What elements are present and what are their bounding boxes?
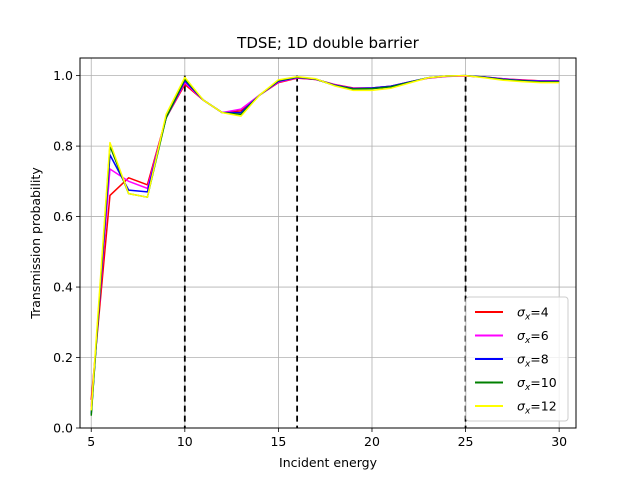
y-tick-label: 0.0 [53, 421, 73, 436]
x-tick-label: 15 [270, 434, 286, 449]
y-tick-label: 0.2 [53, 350, 73, 365]
y-tick-label: 0.6 [53, 209, 73, 224]
legend: σx=4 σx=6 σx=8 σx=10 σx=12 [465, 296, 569, 422]
legend-label: σx=6 [517, 328, 549, 346]
x-tick-label: 20 [364, 434, 380, 449]
legend-label: σx=8 [517, 352, 549, 370]
y-axis: 0.0 0.2 0.4 0.6 0.8 1.0 [53, 68, 80, 436]
legend-label: σx=10 [517, 375, 557, 393]
x-tick-label: 10 [177, 434, 193, 449]
x-tick-label: 5 [87, 434, 95, 449]
y-axis-title: Transmission probability [28, 167, 43, 320]
y-tick-label: 1.0 [53, 68, 73, 83]
plot-frame [79, 57, 577, 429]
x-tick-label: 30 [551, 434, 567, 449]
x-tick-label: 25 [458, 434, 474, 449]
x-axis: 5 10 15 20 25 30 [87, 428, 567, 449]
y-tick-label: 0.8 [53, 139, 73, 154]
vertical-markers [183, 75, 467, 428]
legend-box [465, 296, 569, 422]
series-line-4 [90, 74, 560, 411]
series-lines [90, 74, 560, 416]
legend-label: σx=12 [517, 399, 557, 417]
chart-title: TDSE; 1D double barrier [236, 34, 419, 52]
y-tick-label: 0.4 [53, 280, 73, 295]
legend-label: σx=4 [517, 305, 549, 323]
x-axis-title: Incident energy [279, 455, 378, 470]
